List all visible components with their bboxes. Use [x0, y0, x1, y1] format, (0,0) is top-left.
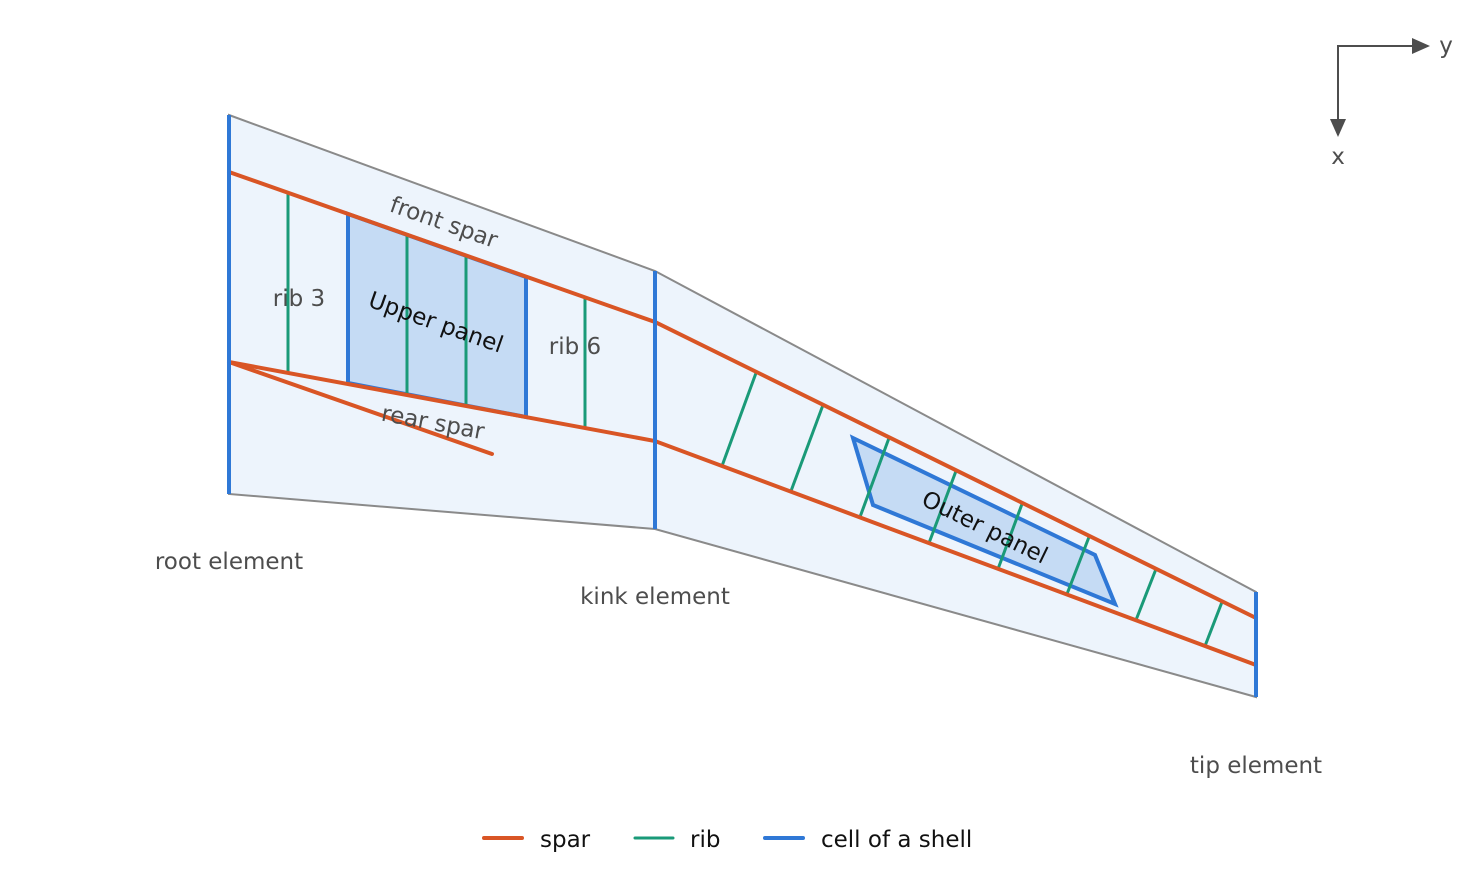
y-axis-label: y: [1439, 33, 1453, 59]
rear-spar-root-branch: [227, 360, 494, 456]
rib-outer-6: [1065, 536, 1091, 595]
rib-outer-2: [789, 404, 825, 492]
kink-element-label: kink element: [580, 584, 730, 610]
element-edges: [227, 115, 1258, 697]
rib-6-label: rib 6: [549, 334, 601, 360]
legend-label-rib: rib: [690, 827, 720, 853]
legend: spar rib cell of a shell: [482, 827, 972, 853]
legend-label-cell: cell of a shell: [821, 827, 972, 853]
rib-outer-3: [858, 437, 891, 518]
rib-outer-8: [1203, 601, 1224, 647]
root-element-label: root element: [155, 549, 303, 575]
legend-label-spar: spar: [540, 827, 591, 853]
tip-element-label: tip element: [1190, 753, 1322, 779]
rib-3-label: rib 3: [273, 286, 325, 312]
coordinate-axes: [1330, 38, 1430, 137]
outer-panel-cell: [849, 434, 1119, 608]
x-axis-label: x: [1331, 144, 1345, 170]
rib-outer-4: [927, 470, 958, 544]
rib-outer-1: [720, 372, 758, 467]
rib-outer-7: [1134, 568, 1158, 621]
rib-outer-5: [996, 503, 1024, 570]
